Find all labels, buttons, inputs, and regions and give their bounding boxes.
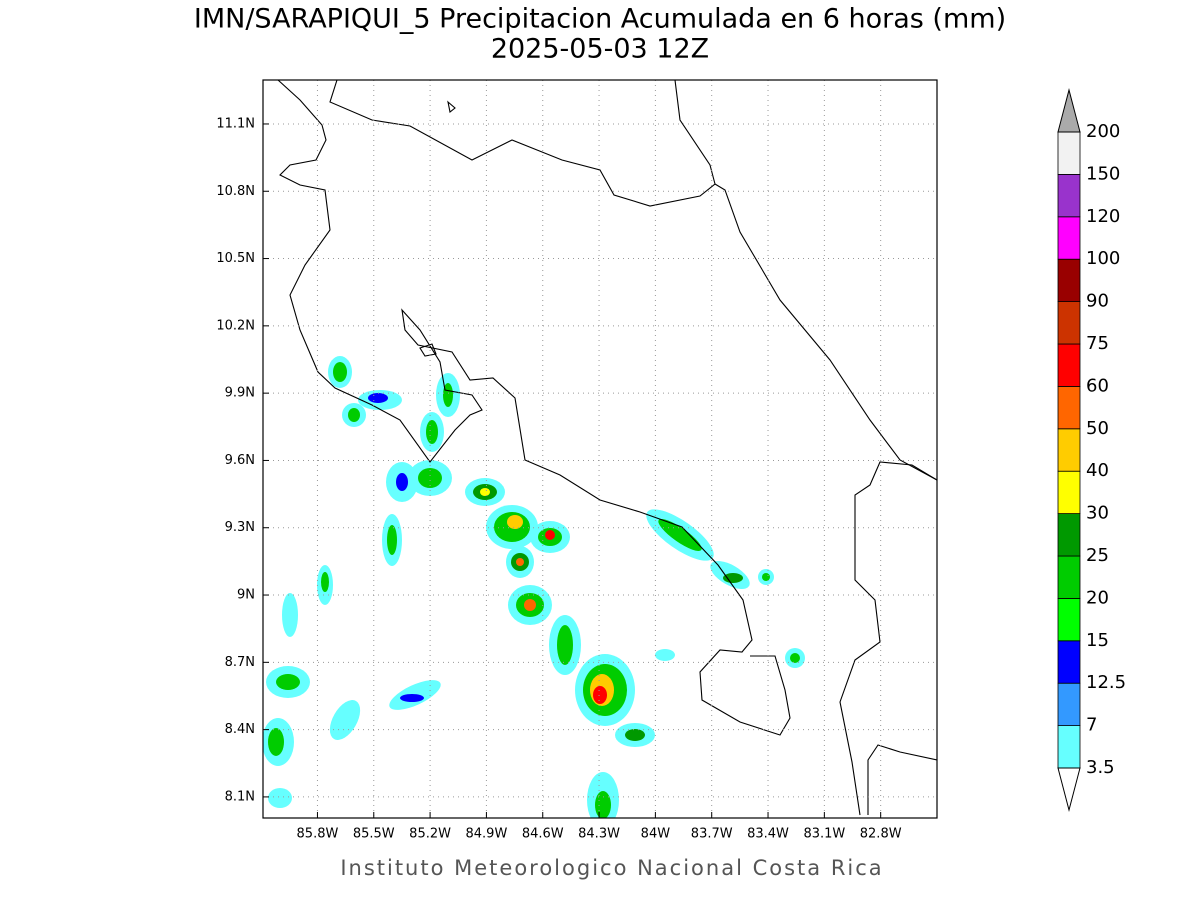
rain-cells (263, 356, 805, 818)
colorbar-label: 120 (1086, 206, 1120, 227)
colorbar-box (1057, 513, 1081, 557)
colorbar-label: 100 (1086, 248, 1120, 269)
colorbar-label: 40 (1086, 460, 1109, 481)
colorbar-label: 50 (1086, 418, 1109, 439)
colorbar-label: 75 (1086, 333, 1109, 354)
map-title: IMN/SARAPIQUI_5 Precipitacion Acumulada … (194, 4, 1006, 35)
x-tick-label: 84.9W (466, 827, 508, 842)
y-tick-label: 10.5N (216, 251, 255, 266)
map-frame (262, 79, 938, 819)
y-tick-label: 11.1N (216, 116, 255, 131)
x-tick-label: 84.6W (522, 827, 564, 842)
colorbar-box (1057, 301, 1081, 345)
x-tick-label: 84.3W (578, 827, 620, 842)
colorbar-box (1057, 258, 1081, 303)
colorbar-label: 15 (1086, 630, 1109, 651)
y-tick-label: 8.7N (225, 655, 255, 670)
colorbar-box (1057, 131, 1081, 175)
colorbar-box (1057, 343, 1081, 387)
colorbar-label: 60 (1086, 375, 1109, 396)
x-tick-label: 82.8W (860, 827, 902, 842)
y-tick-label: 9.9N (225, 386, 255, 401)
y-tick-label: 10.2N (216, 318, 255, 333)
x-tick-label: 83.1W (803, 827, 845, 842)
colorbar-label: 3.5 (1086, 757, 1115, 778)
map-footer: Instituto Meteorologico Nacional Costa R… (340, 856, 883, 880)
colorbar-box (1057, 385, 1081, 430)
colorbar-box (1057, 428, 1081, 472)
y-tick-label: 8.4N (225, 722, 255, 737)
colorbar-box (1057, 470, 1081, 515)
precipitation-field (263, 80, 937, 818)
colorbar-label: 12.5 (1086, 672, 1126, 693)
colorbar-box (1057, 640, 1081, 684)
colorbar-box (1057, 173, 1081, 218)
x-tick-label: 85.5W (353, 827, 395, 842)
x-tick-label: 83.7W (691, 827, 733, 842)
colorbar-over (1057, 88, 1081, 133)
colorbar-label: 20 (1086, 587, 1109, 608)
map-subtitle: 2025-05-03 12Z (491, 34, 709, 65)
colorbar-under (1057, 767, 1081, 812)
colorbar-box (1057, 598, 1081, 642)
colorbar-box (1057, 216, 1081, 260)
y-tick-label: 9.3N (225, 520, 255, 535)
colorbar-label: 7 (1086, 715, 1097, 736)
y-tick-label: 10.8N (216, 184, 255, 199)
coastline (277, 80, 937, 816)
colorbar-label: 90 (1086, 291, 1109, 312)
y-tick-label: 9.6N (225, 453, 255, 468)
colorbar-label: 200 (1086, 121, 1120, 142)
colorbar-label: 25 (1086, 545, 1109, 566)
colorbar-label: 150 (1086, 163, 1120, 184)
x-tick-label: 85.2W (409, 827, 451, 842)
x-tick-label: 85.8W (297, 827, 339, 842)
colorbar-box (1057, 682, 1081, 727)
x-tick-label: 84W (641, 827, 671, 842)
colorbar-box (1057, 725, 1081, 769)
colorbar-label: 30 (1086, 503, 1109, 524)
y-tick-label: 9N (237, 588, 255, 603)
x-tick-label: 83.4W (747, 827, 789, 842)
colorbar-box (1057, 555, 1081, 599)
y-tick-label: 8.1N (225, 789, 255, 804)
